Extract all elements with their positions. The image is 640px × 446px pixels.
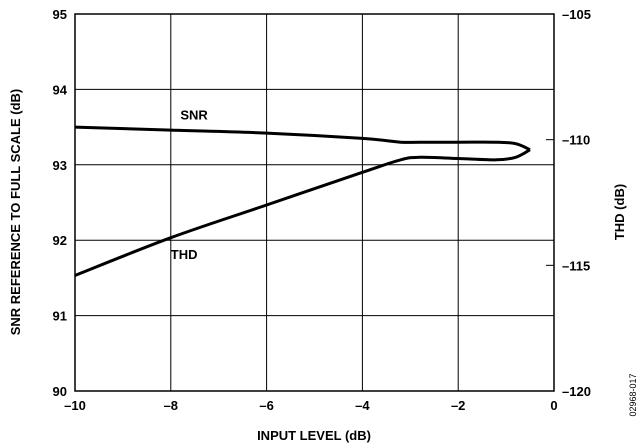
y-left-tick-label: 94: [53, 82, 68, 97]
y-left-tick-label: 95: [53, 7, 67, 22]
y-left-axis-title: SNR REFERENCE TO FULL SCALE (dB): [8, 89, 23, 336]
grid-lines: [75, 14, 554, 391]
series-lines: [74, 125, 531, 277]
series-line-thd: [74, 148, 531, 277]
y-right-tick-label: –105: [562, 7, 591, 22]
y-left-tick-labels: 90 91 92 93 94 95: [53, 7, 68, 399]
x-tick-label: –10: [64, 398, 86, 413]
series-labels: SNR THD: [171, 108, 209, 262]
y-right-axis-title: THD (dB): [612, 184, 627, 240]
y-left-tick-label: 93: [53, 158, 67, 173]
y-right-tick-label: –120: [562, 384, 591, 399]
x-axis-title: INPUT LEVEL (dB): [257, 428, 371, 443]
plot-border: [74, 13, 555, 392]
series-label-snr: SNR: [180, 108, 208, 123]
y-right-tick-label: –110: [562, 133, 590, 148]
x-tick-label: –2: [451, 398, 465, 413]
y-left-tick-label: 91: [53, 309, 67, 324]
y-left-tick-label: 90: [53, 384, 67, 399]
x-tick-label: –6: [259, 398, 273, 413]
x-tick-label: 0: [550, 398, 557, 413]
y-right-tick-labels: –120 –115 –110 –105: [562, 7, 591, 399]
series-line-snr: [74, 125, 531, 152]
plot-frame: [74, 13, 555, 392]
x-tick-label: –4: [355, 398, 370, 413]
y-left-tick-label: 92: [53, 233, 67, 248]
series-label-thd: THD: [171, 247, 198, 262]
x-tick-labels: –10 –8 –6 –4 –2 0: [64, 398, 557, 413]
x-tick-label: –8: [164, 398, 178, 413]
figure-code: 02968-017: [628, 373, 638, 416]
y-right-tick-label: –115: [562, 258, 590, 273]
